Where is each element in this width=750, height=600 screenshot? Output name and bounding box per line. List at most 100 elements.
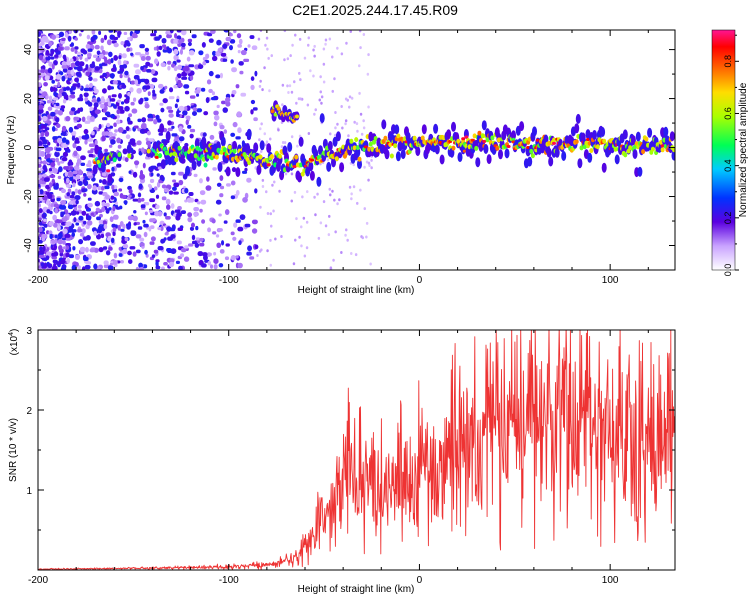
heatmap-cell-1446 — [102, 179, 107, 185]
heatmap-cell-2709 — [592, 130, 597, 140]
heatmap-cell-2049 — [329, 132, 332, 136]
heatmap-cell-1858 — [344, 119, 348, 123]
heatmap-cell-1476 — [54, 54, 59, 58]
heatmap-cell-726 — [200, 199, 207, 205]
heatmap-cell-1852 — [93, 263, 98, 270]
heatmap-cell-1671 — [102, 108, 107, 113]
colorbar-tick-label-3: 0.6 — [723, 107, 733, 120]
heatmap-cell-1199 — [124, 157, 129, 163]
heatmap-cell-392 — [249, 256, 255, 260]
heatmap-cell-1105 — [155, 265, 161, 270]
heatmap-cell-1512 — [130, 230, 137, 237]
heatmap-cell-327 — [99, 179, 102, 183]
heatmap-cell-1803 — [143, 223, 149, 228]
heatmap-cell-259 — [72, 246, 76, 251]
heatmap-cell-686 — [87, 197, 92, 201]
heatmap-cell-2046 — [328, 37, 332, 41]
heatmap-cell-434 — [167, 127, 173, 132]
heatmap-cell-1884 — [270, 224, 273, 228]
heatmap-cell-1844 — [70, 47, 75, 52]
heatmap-cell-2552 — [477, 130, 482, 136]
heatmap-cell-2138 — [172, 151, 177, 157]
heatmap-cell-1575 — [138, 183, 143, 190]
heatmap-cell-1928 — [298, 134, 302, 138]
heatmap-cell-1691 — [45, 49, 50, 56]
heatmap-cell-1961 — [340, 251, 343, 254]
heatmap-cell-1682 — [79, 246, 86, 253]
heatmap-cell-921 — [235, 219, 241, 223]
heatmap-cell-1317 — [164, 85, 168, 90]
heatmap-cell-98 — [74, 188, 79, 194]
heatmap-cell-2007 — [296, 144, 299, 148]
heatmap-cell-1953 — [356, 129, 359, 133]
heatmap-cell-1841 — [56, 123, 61, 128]
heatmap-cell-808 — [140, 123, 147, 130]
heatmap-cell-1172 — [241, 140, 245, 147]
heatmap-cell-2382 — [352, 145, 357, 151]
heatmap-cell-1041 — [211, 91, 215, 96]
heatmap-cell-2036 — [370, 166, 373, 170]
heatmap-cell-1562 — [231, 90, 237, 95]
heatmap-cell-1389 — [87, 67, 92, 73]
heatmap-cell-1569 — [65, 115, 71, 122]
colorbar-tick-label-2: 0.4 — [723, 159, 733, 172]
heatmap-cell-1180 — [97, 225, 103, 232]
heatmap-cell-1927 — [314, 213, 317, 217]
heatmap-cell-1967 — [327, 233, 331, 237]
heatmap-cell-1762 — [61, 75, 66, 82]
heatmap-cell-1897 — [290, 90, 294, 94]
heatmap-cell-1791 — [146, 69, 152, 73]
heatmap-cell-1801 — [144, 78, 150, 85]
heatmap-cell-1873 — [289, 54, 292, 58]
heatmap-cell-1728 — [168, 261, 175, 268]
heatmap-cell-2349 — [327, 140, 333, 151]
heatmap-cell-48 — [181, 46, 186, 50]
heatmap-cell-946 — [62, 240, 66, 245]
heatmap-cell-1394 — [73, 150, 78, 157]
heatmap-cell-2034 — [283, 30, 287, 33]
heatmap-cell-1166 — [132, 215, 138, 222]
heatmap-cell-1458 — [141, 117, 147, 123]
heatmap-cell-1920 — [316, 192, 319, 196]
heatmap-cell-1717 — [102, 78, 106, 82]
heatmap-cell-1424 — [77, 205, 82, 209]
heatmap-cell-989 — [225, 36, 232, 42]
heatmap-cell-1366 — [189, 128, 196, 133]
heatmap-cell-1128 — [145, 61, 151, 67]
heatmap-cell-2064 — [286, 84, 289, 88]
heatmap-cell-1761 — [53, 251, 59, 257]
heatmap-cell-761 — [69, 200, 74, 206]
heatmap-cell-123 — [108, 144, 113, 148]
heatmap-cell-2687 — [575, 113, 581, 124]
heatmap-cell-1683 — [230, 132, 236, 137]
heatmap-cell-1257 — [216, 39, 222, 46]
spectrogram-y-tick-label-4: 40 — [23, 44, 34, 56]
heatmap-cell-1814 — [70, 42, 74, 47]
heatmap-cell-1749 — [57, 93, 63, 98]
heatmap-cell-1298 — [48, 221, 54, 226]
heatmap-cell-2262 — [265, 157, 270, 163]
heatmap-cell-2141 — [174, 157, 179, 163]
heatmap-cell-1985 — [345, 228, 348, 232]
heatmap-cell-2624 — [529, 148, 534, 154]
heatmap-cell-656 — [231, 67, 237, 73]
heatmap-cell-1448 — [76, 82, 81, 88]
heatmap-cell-1735 — [121, 53, 127, 59]
heatmap-cell-1876 — [284, 172, 288, 176]
heatmap-cell-1496 — [110, 195, 115, 200]
heatmap-cell-1009 — [55, 157, 59, 163]
heatmap-cell-2194 — [214, 154, 219, 160]
heatmap-cell-1793 — [172, 186, 177, 191]
heatmap-cell-1926 — [350, 197, 353, 201]
heatmap-cell-1249 — [55, 117, 60, 123]
heatmap-cell-1308 — [76, 73, 82, 77]
heatmap-cell-462 — [219, 72, 223, 79]
heatmap-cell-2358 — [334, 156, 339, 162]
heatmap-cell-1349 — [58, 31, 65, 38]
heatmap-cell-1653 — [43, 82, 48, 87]
heatmap-cell-555 — [209, 134, 215, 140]
heatmap-cell-1964 — [280, 235, 283, 238]
heatmap-cell-1457 — [80, 176, 84, 183]
heatmap-cell-1737 — [205, 97, 210, 104]
